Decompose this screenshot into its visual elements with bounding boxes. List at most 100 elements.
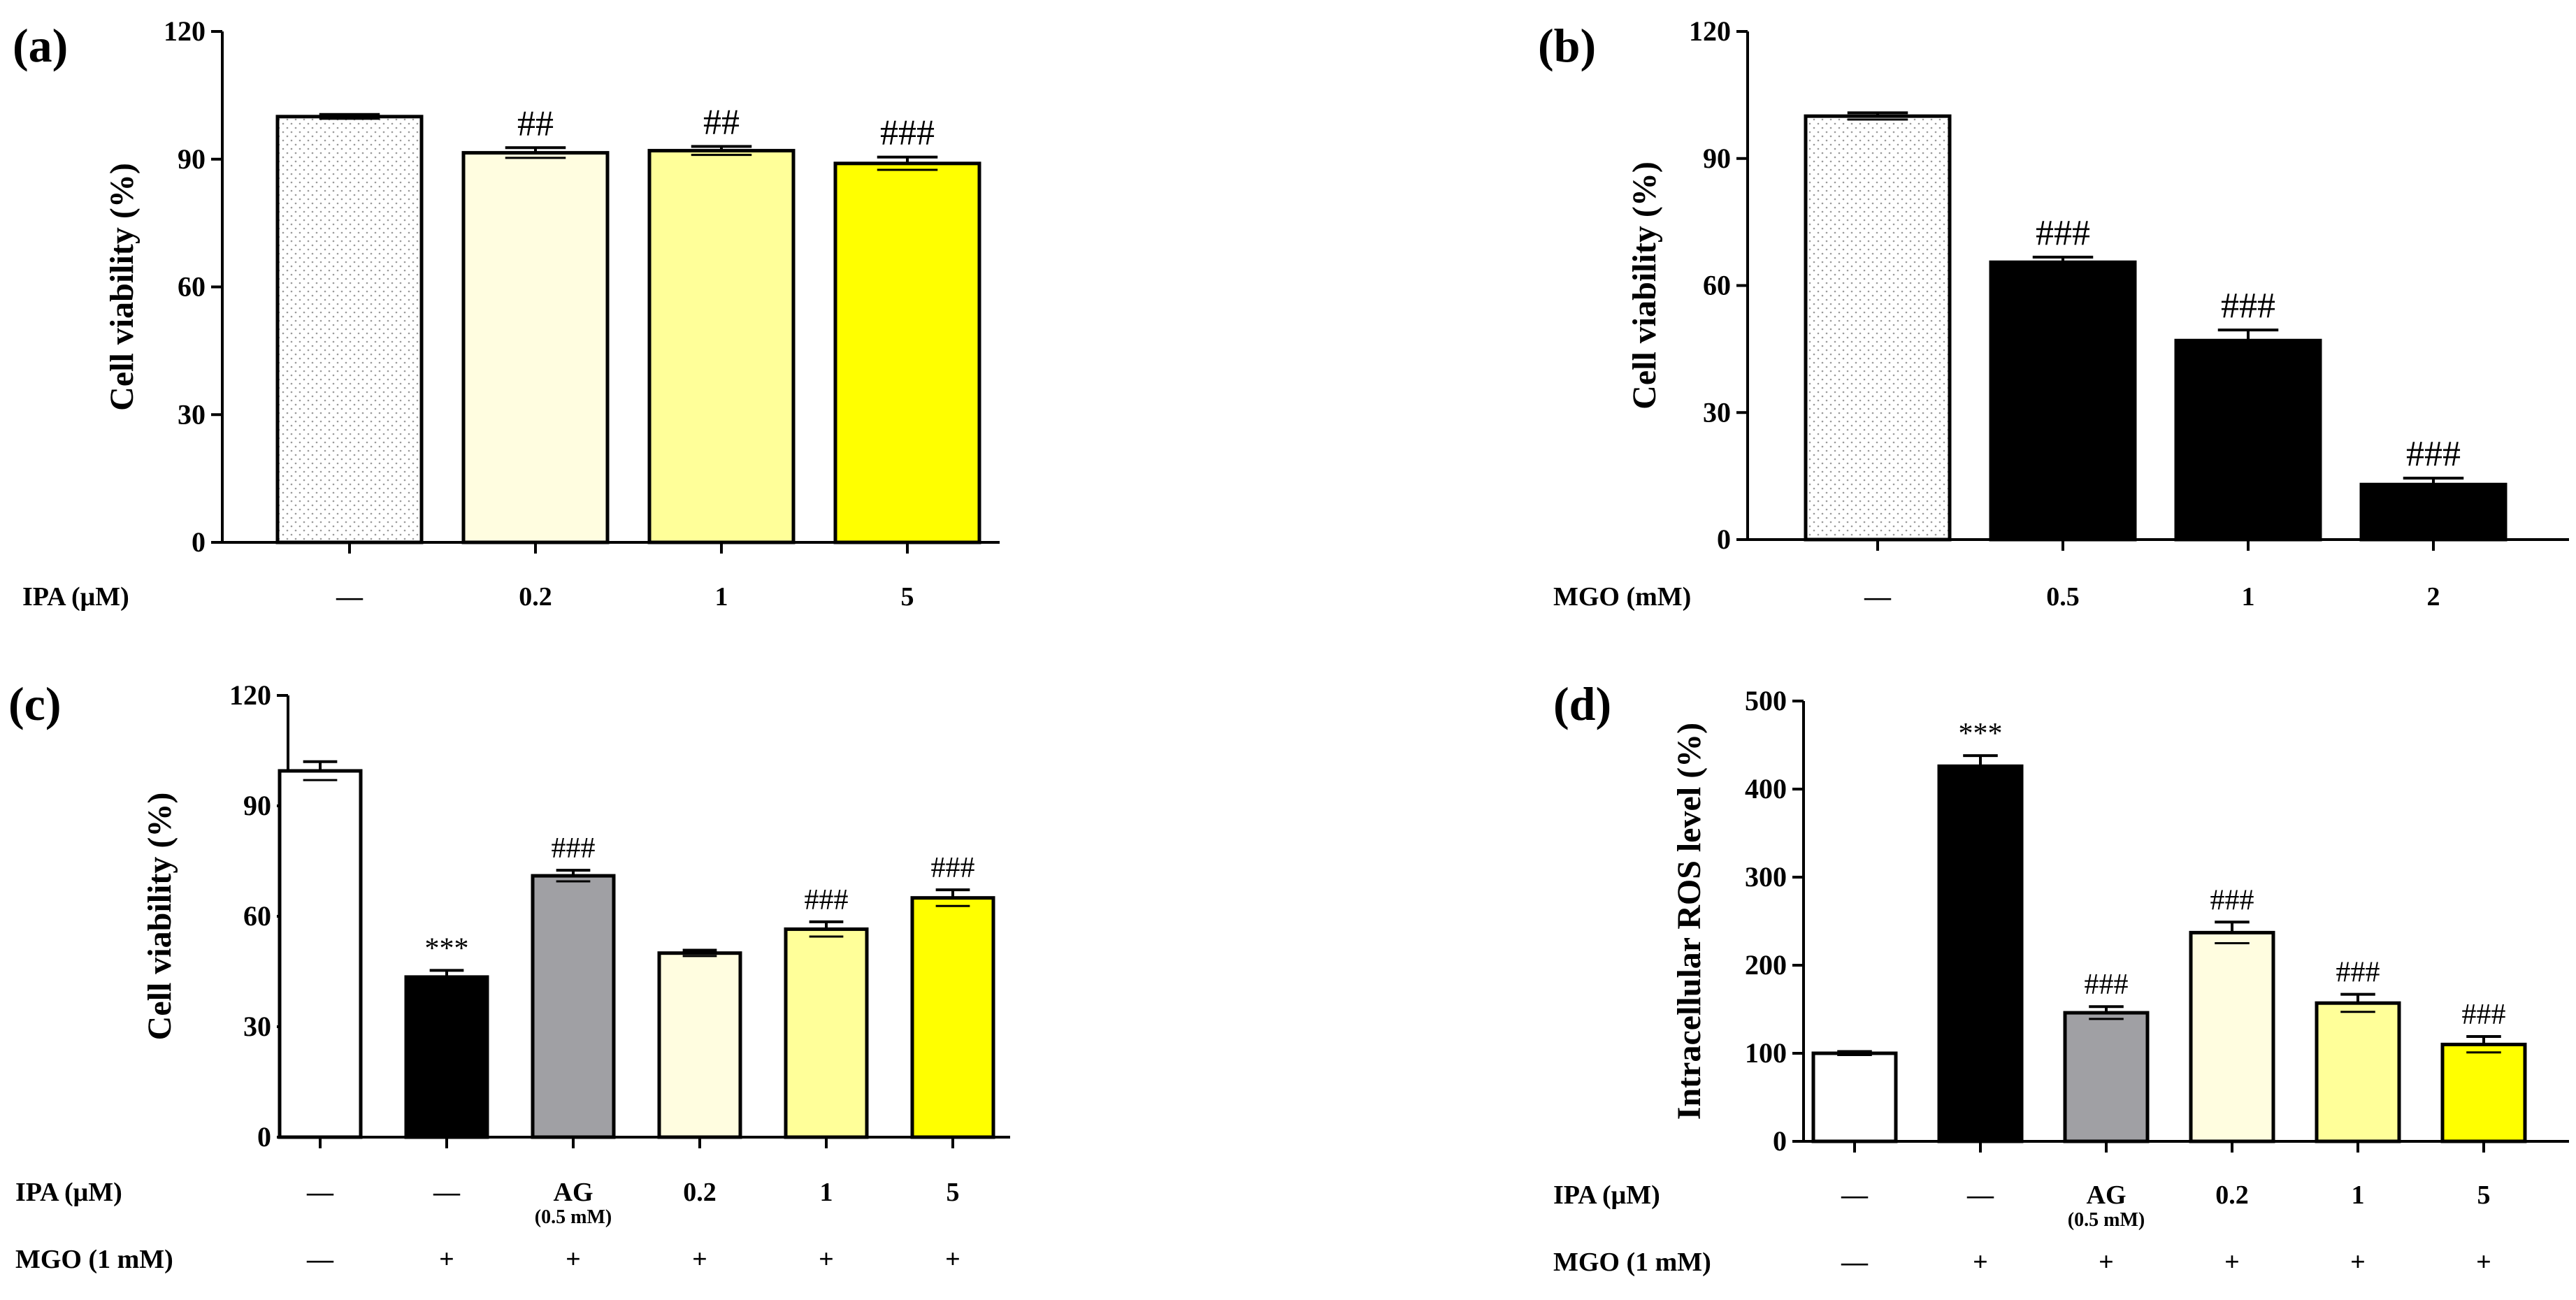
row-plus: + <box>819 1245 834 1274</box>
significance-label: ## <box>517 103 554 143</box>
bar <box>278 769 363 1139</box>
bar <box>531 874 616 1139</box>
bar <box>2359 482 2507 542</box>
bar <box>461 151 610 544</box>
row-value: 1 <box>2352 1180 2365 1210</box>
bar <box>2189 930 2275 1143</box>
row-label: MGO (1 mM) <box>1553 1248 1711 1277</box>
y-tick-label: 120 <box>229 679 271 711</box>
y-tick-label: 0 <box>192 526 206 558</box>
y-tick-label: 60 <box>1703 270 1731 301</box>
panel-label: (b) <box>1538 19 1596 72</box>
y-tick-label: 300 <box>1745 861 1787 893</box>
row-dash: — <box>1966 1180 1994 1210</box>
significance-label: *** <box>425 932 469 965</box>
row-value: AG <box>2087 1180 2127 1210</box>
panel-label: (c) <box>8 677 61 730</box>
row-value: 0.2 <box>519 582 552 612</box>
significance-label: ### <box>2336 957 2380 989</box>
row-label: MGO (mM) <box>1553 582 1691 612</box>
y-axis-label: Cell viability (%) <box>141 793 178 1041</box>
y-tick-label: 30 <box>178 398 206 430</box>
y-tick-label: 90 <box>1703 143 1731 174</box>
y-tick-label: 120 <box>1689 15 1731 47</box>
bar <box>1989 260 2137 542</box>
panel-b: (b) 0 30 60 90 120 Cell viability (%) ### ### ###… <box>1538 15 2569 612</box>
row-dash: — <box>1841 1180 1869 1210</box>
row-value: 1 <box>2242 582 2255 612</box>
panel-d: (d) 0 100 200 300 400 500 Intracellular ROS lev… <box>1553 677 2569 1277</box>
bar <box>1811 1051 1898 1143</box>
y-tick-label: 0 <box>1773 1125 1787 1157</box>
significance-label: ### <box>931 852 975 884</box>
bar <box>647 149 796 544</box>
y-tick-label: 30 <box>243 1011 271 1042</box>
row-value: 1 <box>820 1178 833 1207</box>
significance-label: ### <box>2221 286 2275 326</box>
panel-label: (a) <box>13 19 68 72</box>
y-tick-label: 30 <box>1703 396 1731 428</box>
y-tick-label: 400 <box>1745 773 1787 804</box>
y-tick-label: 100 <box>1745 1037 1787 1069</box>
panel-c: (c) 0 30 60 90 120 Cell viability (%) *** ### ###… <box>8 677 1010 1274</box>
row-label: IPA (μM) <box>22 582 129 612</box>
row-label: IPA (μM) <box>15 1178 122 1207</box>
row-plus: + <box>2476 1248 2491 1277</box>
y-tick-label: 120 <box>164 15 206 47</box>
bar <box>404 975 489 1139</box>
bar <box>2063 1011 2150 1143</box>
significance-label: ### <box>2462 999 2506 1031</box>
row-plus: + <box>2224 1248 2240 1277</box>
bar <box>2174 338 2322 542</box>
row-value: 0.5 <box>2046 582 2080 612</box>
row-label: MGO (1 mM) <box>15 1245 173 1274</box>
row-label: IPA (μM) <box>1553 1180 1660 1210</box>
row-value: 0.2 <box>2215 1180 2249 1210</box>
row-dash: — <box>1864 582 1892 612</box>
row-value: 5 <box>2477 1180 2491 1210</box>
bar <box>657 951 742 1139</box>
row-value: 1 <box>715 582 728 612</box>
y-axis-label: Cell viability (%) <box>103 163 141 411</box>
row-plus: + <box>1973 1248 1988 1277</box>
panel-label: (d) <box>1553 677 1611 730</box>
row-value: 5 <box>947 1178 960 1207</box>
bar <box>2315 1001 2401 1143</box>
row-plus: + <box>2099 1248 2114 1277</box>
row-plus: + <box>439 1245 454 1274</box>
row-plus: + <box>945 1245 960 1274</box>
y-tick-label: 60 <box>243 900 271 932</box>
y-tick-label: 90 <box>243 790 271 821</box>
significance-label: ### <box>2210 884 2254 916</box>
significance-label: ## <box>703 102 740 142</box>
row-dash: — <box>306 1245 334 1274</box>
y-axis-label: Cell viability (%) <box>1626 161 1663 410</box>
significance-label: ### <box>2036 213 2090 253</box>
y-tick-label: 60 <box>178 271 206 303</box>
y-tick-label: 500 <box>1745 685 1787 716</box>
bar <box>1804 114 1952 542</box>
row-value: 2 <box>2427 582 2440 612</box>
row-plus: + <box>566 1245 581 1274</box>
row-dash: — <box>306 1178 334 1207</box>
y-tick-label: 0 <box>1717 523 1731 555</box>
row-value: 5 <box>901 582 914 612</box>
row-dash: — <box>433 1178 461 1207</box>
bar <box>1937 764 2024 1143</box>
significance-label: ### <box>880 113 935 153</box>
row-value: 0.2 <box>683 1178 717 1207</box>
y-tick-label: 200 <box>1745 949 1787 981</box>
bar <box>833 161 981 544</box>
y-axis-label: Intracellular ROS level (%) <box>1671 723 1708 1120</box>
bar <box>2440 1042 2527 1143</box>
row-sublabel: (0.5 mM) <box>535 1206 612 1228</box>
y-tick-label: 90 <box>178 143 206 175</box>
bar <box>275 115 424 544</box>
row-value: AG <box>554 1178 593 1207</box>
significance-label: ### <box>2085 969 2129 1001</box>
row-dash: — <box>1841 1248 1869 1277</box>
significance-label: ### <box>805 884 849 916</box>
bar <box>784 927 869 1139</box>
